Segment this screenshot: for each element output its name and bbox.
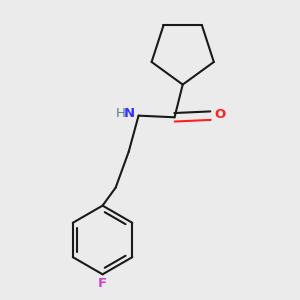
Text: H: H [116, 106, 125, 119]
Text: F: F [98, 277, 107, 290]
Text: O: O [214, 108, 225, 121]
Text: N: N [124, 106, 135, 119]
